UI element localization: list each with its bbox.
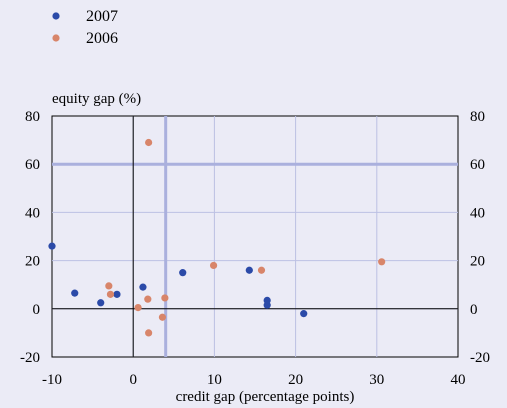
point-2007 (48, 242, 56, 250)
tick-labels: -20 -20 0 0 20 20 40 40 60 60 80 80 -10 0 10 20 30 40 (20, 109, 490, 388)
y-axis-label: equity gap (%) (52, 91, 141, 107)
legend-label-2006: 2006 (86, 30, 118, 47)
y-tick-label-left: 80 (25, 109, 40, 125)
y-tick-label-left: 20 (25, 254, 40, 270)
zero-axes (52, 116, 458, 357)
y-tick-label-left: 40 (25, 205, 40, 221)
point-2006 (161, 294, 169, 302)
point-2006 (105, 282, 113, 290)
legend-label-2007: 2007 (86, 8, 118, 25)
y-tick-label-right: 20 (470, 254, 485, 270)
legend-marker-2007 (52, 12, 60, 20)
x-tick-label: 30 (369, 372, 384, 388)
point-2007 (97, 299, 105, 307)
point-2006 (106, 290, 115, 298)
point-2007 (263, 301, 271, 309)
y-tick-label-right: 40 (470, 205, 485, 221)
point-2007 (139, 283, 147, 291)
point-2007 (300, 310, 308, 318)
point-2006 (145, 329, 153, 337)
y-tick-label-right: -20 (470, 350, 490, 366)
point-2007 (113, 290, 121, 298)
y-tick-label-right: 80 (470, 109, 485, 125)
point-2006 (158, 313, 167, 321)
y-tick-label-left: 60 (25, 157, 40, 173)
point-2007 (179, 269, 187, 277)
legend: 2007 2006 (52, 8, 118, 47)
point-2007 (245, 266, 253, 274)
y-tick-label-left: -20 (20, 350, 40, 366)
y-tick-label-right: 0 (470, 302, 478, 318)
y-tick-label-right: 60 (470, 157, 485, 173)
y-tick-label-left: 0 (33, 302, 41, 318)
point-2006 (209, 261, 218, 270)
x-tick-label: 10 (207, 372, 222, 388)
x-tick-label: 0 (129, 372, 137, 388)
x-tick-label: -10 (42, 372, 62, 388)
legend-marker-2006 (52, 34, 60, 42)
x-tick-label: 40 (451, 372, 466, 388)
point-2006 (145, 138, 153, 147)
point-2006 (134, 303, 142, 312)
plot-border (51, 115, 459, 358)
point-2006 (144, 295, 152, 303)
x-axis-label: credit gap (percentage points) (176, 389, 355, 405)
point-2006 (257, 266, 266, 274)
point-2006 (378, 258, 386, 266)
point-2007 (71, 289, 79, 297)
x-tick-label: 20 (288, 372, 303, 388)
plot-area (51, 115, 459, 358)
data-points (48, 138, 386, 337)
